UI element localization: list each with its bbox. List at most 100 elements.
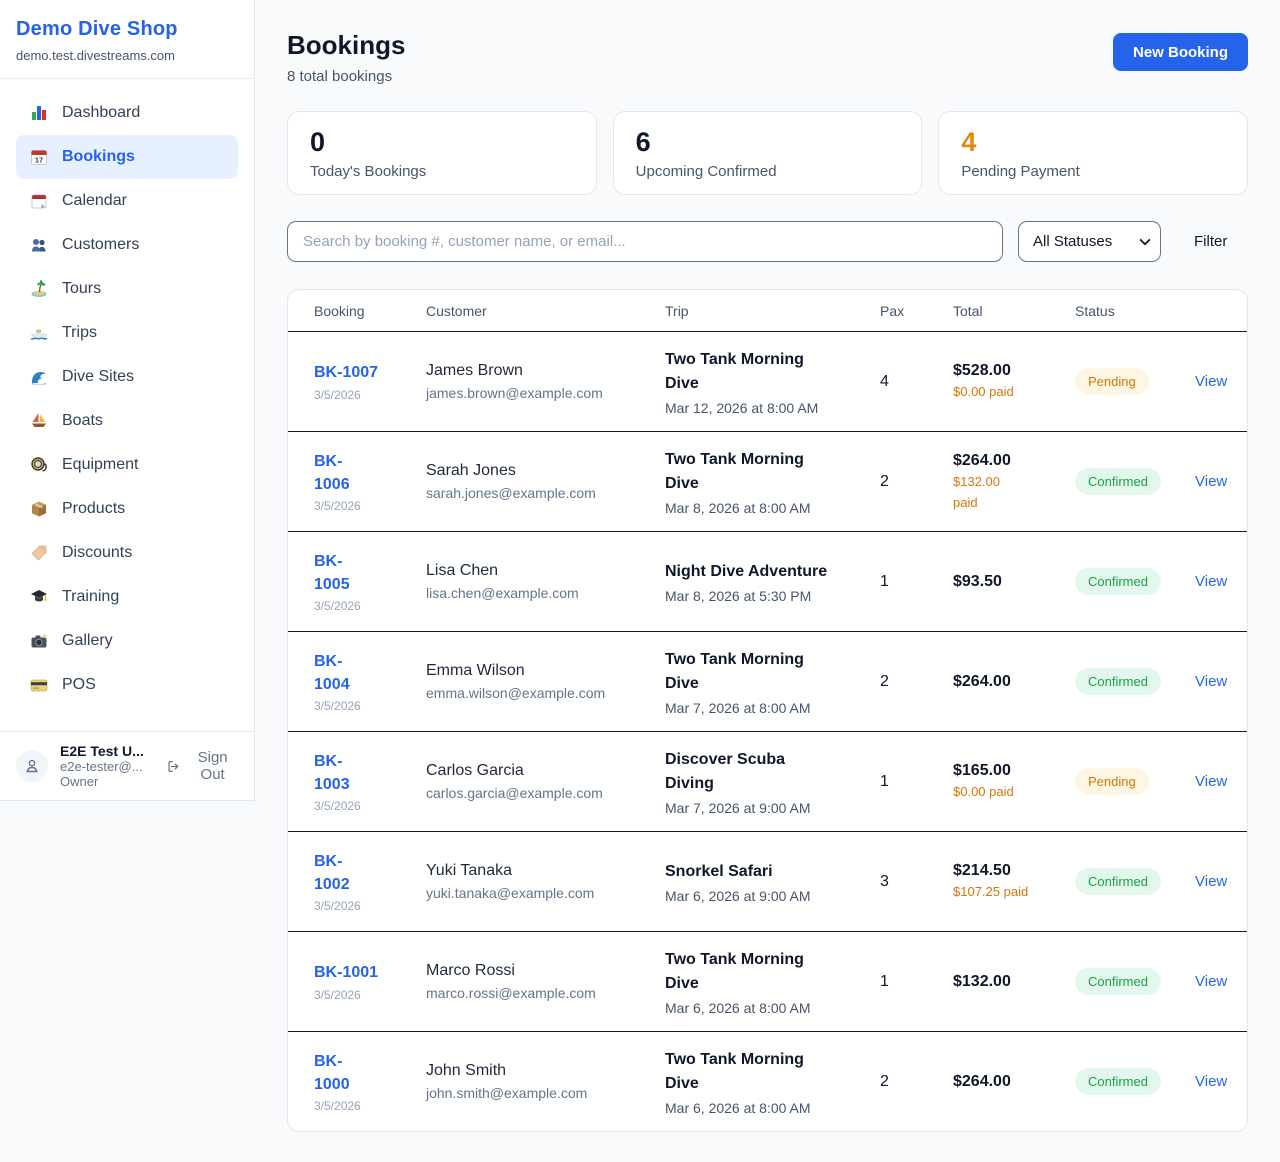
trip-cell: Two Tank Morning Dive Mar 12, 2026 at 8:…	[665, 348, 880, 416]
trip-cell: Discover Scuba Diving Mar 7, 2026 at 9:0…	[665, 748, 880, 816]
stat-value: 4	[961, 127, 977, 157]
total-amount: $93.50	[953, 572, 1002, 590]
booking-id-link[interactable]: BK- 1002	[314, 850, 426, 896]
gallery-icon	[31, 633, 47, 648]
table-row: BK- 1002 3/5/2026 Yuki Tanaka yuki.tanak…	[288, 831, 1247, 931]
view-link[interactable]: View	[1195, 872, 1228, 890]
column-header-trip: Trip	[665, 302, 689, 319]
sidebar-item-discounts[interactable]: Discounts	[16, 531, 238, 575]
sidebar-item-dive-sites[interactable]: Dive Sites	[16, 355, 238, 399]
booking-id-line: BK-	[314, 752, 343, 770]
filter-button[interactable]: Filter	[1194, 233, 1228, 250]
new-booking-button[interactable]: New Booking	[1112, 33, 1248, 71]
total-amount: $214.50	[953, 862, 1011, 880]
booking-id-link[interactable]: BK- 1004	[314, 650, 426, 696]
booking-id-link[interactable]: BK- 1000	[314, 1050, 426, 1096]
table-body: BK-1007 3/5/2026 James Brown james.brown…	[288, 331, 1247, 1131]
discounts-icon	[31, 545, 47, 561]
booking-cell: BK- 1003 3/5/2026	[314, 750, 426, 813]
trip-name: Discover Scuba Diving	[665, 750, 786, 792]
sidebar-item-training[interactable]: Training	[16, 575, 238, 619]
view-link[interactable]: View	[1195, 772, 1228, 790]
booking-id-link[interactable]: BK- 1005	[314, 550, 426, 596]
sidebar-item-trips[interactable]: Trips	[16, 311, 238, 355]
search-input[interactable]	[287, 221, 1003, 262]
trip-cell: Two Tank Morning Dive Mar 7, 2026 at 8:0…	[665, 648, 880, 716]
customer-email: lisa.chen@example.com	[426, 585, 579, 601]
status-cell: Confirmed	[1075, 868, 1195, 895]
sidebar-nav: Dashboard 17 Bookings Calendar Customers…	[0, 79, 254, 719]
status-cell: Confirmed	[1075, 1068, 1195, 1095]
bookings-table: Booking Customer Trip Pax Total Status B…	[287, 289, 1248, 1132]
sign-out-button[interactable]: Sign Out	[166, 749, 238, 783]
booking-id-link[interactable]: BK- 1006	[314, 450, 426, 496]
view-link[interactable]: View	[1195, 1072, 1228, 1090]
user-icon	[26, 759, 38, 773]
view-link[interactable]: View	[1195, 472, 1228, 490]
table-row: BK- 1003 3/5/2026 Carlos Garcia carlos.g…	[288, 731, 1247, 831]
table-row: BK- 1006 3/5/2026 Sarah Jones sarah.jone…	[288, 431, 1247, 531]
sidebar-item-tours[interactable]: Tours	[16, 267, 238, 311]
sidebar-item-customers[interactable]: Customers	[16, 223, 238, 267]
customer-email: carlos.garcia@example.com	[426, 785, 603, 801]
view-link[interactable]: View	[1195, 972, 1228, 990]
calendar-icon	[31, 194, 47, 209]
sidebar-item-gallery[interactable]: Gallery	[16, 619, 238, 663]
booking-id-link[interactable]: BK- 1003	[314, 750, 426, 796]
stat-label: Upcoming Confirmed	[635, 163, 777, 181]
status-badge: Pending	[1075, 368, 1149, 395]
view-link[interactable]: View	[1195, 372, 1228, 390]
sidebar-item-label: Equipment	[62, 456, 139, 473]
customer-cell: James Brown james.brown@example.com	[426, 362, 665, 401]
booking-id-line: 1006	[314, 476, 350, 493]
svg-text:17: 17	[35, 156, 43, 165]
brand-block: Demo Dive Shop demo.test.divestreams.com	[0, 0, 254, 79]
booking-cell: BK-1007 3/5/2026	[314, 361, 426, 401]
actions-cell: View	[1195, 1073, 1227, 1091]
booking-id-line: BK-	[314, 852, 343, 870]
sidebar-item-label: Dive Sites	[62, 368, 135, 385]
booking-id-link[interactable]: BK-1001	[314, 961, 426, 984]
booking-id-link[interactable]: BK-1007	[314, 361, 426, 384]
paid-amount: $0.00 paid	[953, 384, 1014, 400]
sidebar-item-products[interactable]: Products	[16, 487, 238, 531]
sidebar-item-dashboard[interactable]: Dashboard	[16, 91, 238, 135]
actions-cell: View	[1195, 673, 1227, 691]
paid-amount: $132.00	[953, 473, 1000, 489]
trip-cell: Two Tank Morning Dive Mar 6, 2026 at 8:0…	[665, 1048, 880, 1116]
booking-id-line: BK-	[314, 452, 343, 470]
stat-card-todays-bookings: 0 Today's Bookings	[287, 111, 597, 195]
trip-cell: Two Tank Morning Dive Mar 6, 2026 at 8:0…	[665, 948, 880, 1016]
trips-icon	[30, 329, 48, 340]
trip-datetime: Mar 6, 2026 at 9:00 AM	[665, 887, 811, 904]
stat-label: Today's Bookings	[310, 163, 427, 181]
sidebar-item-calendar[interactable]: Calendar	[16, 179, 238, 223]
stats-row: 0 Today's Bookings 6 Upcoming Confirmed …	[287, 111, 1248, 195]
total-cell: $264.00	[953, 673, 1075, 691]
booking-date: 3/5/2026	[314, 899, 361, 914]
table-header: Booking Customer Trip Pax Total Status	[288, 290, 1247, 331]
view-link[interactable]: View	[1195, 572, 1228, 590]
total-cell: $528.00 $0.00 paid	[953, 362, 1075, 401]
boats-icon	[32, 413, 46, 427]
view-link[interactable]: View	[1195, 672, 1228, 690]
status-badge: Confirmed	[1075, 1068, 1161, 1095]
sidebar-item-pos[interactable]: POS	[16, 663, 238, 707]
main-content: Bookings 8 total bookings New Booking 0 …	[255, 0, 1280, 1162]
booking-id-line: BK-	[314, 652, 343, 670]
booking-id-line: 1000	[314, 1076, 350, 1093]
status-filter-select[interactable]: All Statuses	[1018, 221, 1161, 262]
sidebar-item-equipment[interactable]: Equipment	[16, 443, 238, 487]
sidebar-item-label: Discounts	[62, 544, 133, 561]
pax-value: 2	[880, 1072, 889, 1090]
sign-out-label: Sign Out	[197, 749, 228, 783]
booking-id-line: 1004	[314, 676, 350, 693]
booking-cell: BK-1001 3/5/2026	[314, 961, 426, 1001]
customer-name: Carlos Garcia	[426, 762, 524, 779]
sidebar-item-label: Products	[62, 500, 126, 517]
pax-value: 3	[880, 872, 889, 890]
tours-icon	[31, 280, 47, 297]
sidebar-item-bookings[interactable]: 17 Bookings	[16, 135, 238, 179]
table-row: BK-1001 3/5/2026 Marco Rossi marco.rossi…	[288, 931, 1247, 1031]
sidebar-item-boats[interactable]: Boats	[16, 399, 238, 443]
